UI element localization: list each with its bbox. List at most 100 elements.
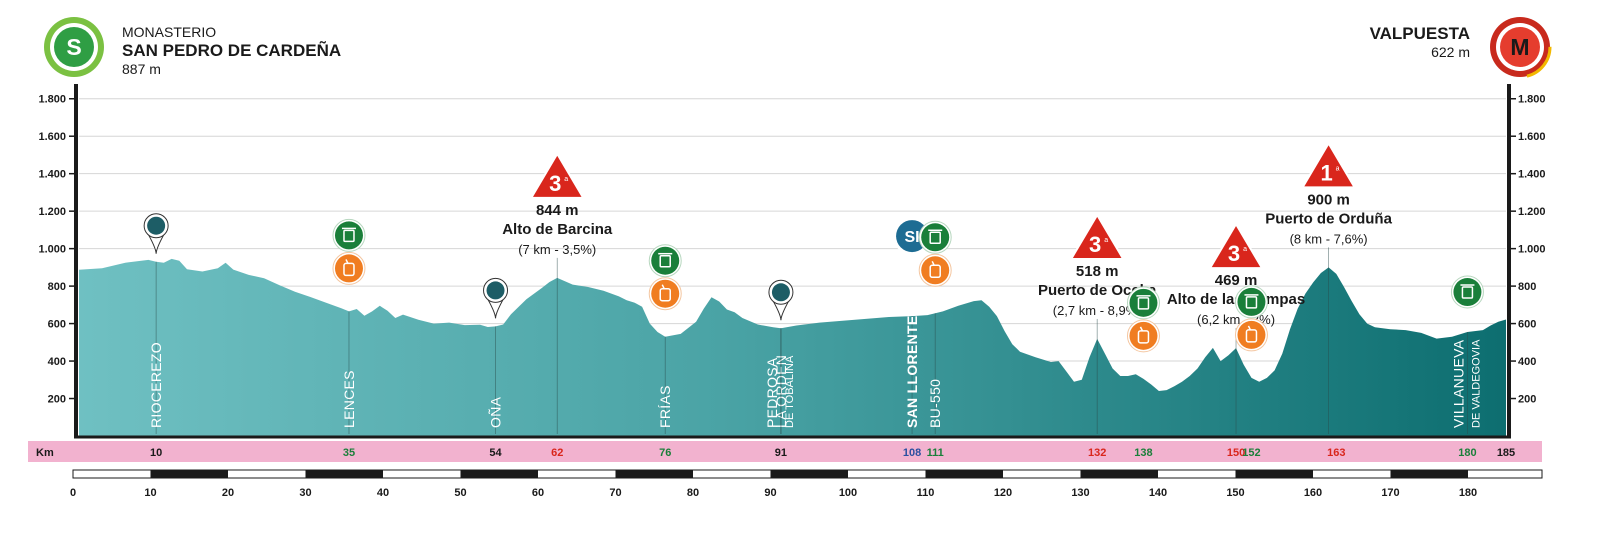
climb-category-icon: [1301, 142, 1356, 189]
start-badge-icon: [54, 27, 94, 67]
km-axis-segment: [1080, 470, 1158, 478]
feed-bag-handle-icon: [931, 260, 935, 266]
y-tick-label-right: 1.400: [1518, 169, 1546, 181]
feed-bag-handle-icon: [1247, 325, 1252, 331]
climb-category-number: 1: [1320, 160, 1332, 185]
feed-zone-icon: [334, 254, 363, 283]
town-label-group: LENCES: [341, 370, 357, 428]
km-marker-label: 111: [927, 447, 944, 459]
x-tick-label: 170: [1381, 487, 1399, 499]
x-tick-label: 110: [917, 487, 935, 499]
km-band-label: Km: [36, 447, 54, 459]
feed-bag-icon: [1137, 330, 1150, 344]
start-elevation: 887 m: [122, 61, 161, 77]
waste-bin-icon: [334, 221, 363, 250]
town-name: RIOCEREZO: [148, 342, 164, 428]
waste-bin-body-icon: [1461, 286, 1474, 299]
town-label-group: PEDROSA DE TOBALINA: [764, 355, 796, 428]
climb-category-suffix: a: [1104, 237, 1108, 244]
climb-detail: (8 km - 7,6%): [1290, 231, 1368, 246]
climb-elevation: 469 m: [1215, 272, 1258, 289]
x-tick-label: 10: [144, 487, 156, 499]
town-name-sub: DE TOBALINA: [784, 355, 796, 428]
x-tick-label: 60: [532, 487, 544, 499]
y-tick-label-right: 200: [1518, 394, 1536, 406]
y-tick-label-left: 600: [48, 319, 66, 331]
km-axis-segment: [150, 470, 228, 478]
y-tick-label-right: 1.000: [1518, 244, 1546, 256]
km-marker-label: 108: [903, 447, 921, 459]
x-tick-label: 130: [1071, 487, 1089, 499]
climb-detail: (7 km - 3,5%): [518, 242, 596, 257]
finish-badge-accent-icon: [1488, 15, 1552, 79]
y-tick-label-left: 1.400: [38, 169, 66, 181]
y-tick-label-right: 1.200: [1518, 206, 1546, 218]
town-name: FRÍAS: [657, 385, 673, 428]
x-tick-label: 90: [764, 487, 776, 499]
start-info: MONASTERIO SAN PEDRO DE CARDEÑA 887 m: [122, 24, 341, 78]
waste-bin-icon: [651, 246, 680, 275]
x-tick-label: 40: [377, 487, 389, 499]
x-tick-label: 70: [609, 487, 621, 499]
y-tick-label-right: 600: [1518, 319, 1536, 331]
x-tick-label: 100: [839, 487, 857, 499]
km-axis-segment: [1235, 470, 1313, 478]
pin-icon: [486, 281, 505, 300]
climb-category-suffix: a: [564, 176, 568, 183]
climb-category-suffix: a: [1336, 165, 1340, 172]
climb-category-number: 3: [1228, 241, 1240, 266]
km-marker-label: 152: [1242, 447, 1260, 459]
feed-bag-icon: [659, 287, 671, 302]
km-marker-label: 91: [775, 447, 787, 459]
feed-zone-icon: [651, 279, 680, 308]
town-name: VILLANUEVA: [1450, 339, 1466, 428]
waste-bin-body-icon: [343, 229, 355, 243]
km-marker-label: 163: [1327, 447, 1345, 459]
climb-name: Puerto de Orduña: [1265, 210, 1392, 227]
y-tick-label-right: 1.600: [1518, 131, 1546, 143]
y-tick-label-right: 800: [1518, 281, 1536, 293]
waste-bin-icon: [921, 223, 950, 252]
start-badge-letter: S: [66, 34, 81, 60]
finish-badge-letter: M: [1510, 34, 1529, 60]
town-label-group: SAN LLORENTE: [904, 316, 920, 429]
km-band: [28, 441, 1542, 462]
waste-bin-icon: [1453, 278, 1482, 307]
climb-category-suffix: a: [1243, 246, 1247, 253]
climb-elevation: 844 m: [536, 202, 579, 219]
km-marker-label: 180: [1458, 447, 1476, 459]
town-label-group: FRÍAS: [657, 385, 673, 428]
x-tick-label: 160: [1304, 487, 1322, 499]
x-tick-label: 180: [1459, 487, 1477, 499]
km-marker-label: 76: [659, 447, 671, 459]
feed-bag-handle-icon: [661, 284, 665, 290]
waste-bin-body-icon: [1137, 297, 1150, 310]
town-name: SAN LLORENTE: [904, 316, 920, 429]
waste-bin-body-icon: [1245, 296, 1258, 309]
feed-zone-icon: [1237, 320, 1266, 349]
y-tick-label-left: 1.000: [38, 244, 66, 256]
waste-bin-icon: [1237, 287, 1266, 316]
town-name: BU-550: [927, 379, 943, 428]
town-label-group: BU-550: [927, 379, 943, 428]
km-axis-segment: [925, 470, 1003, 478]
km-marker-label: 138: [1134, 447, 1152, 459]
town-label-group: VILLANUEVA DE VALDEGOVIA: [1450, 339, 1482, 428]
y-tick-label-right: 400: [1518, 356, 1536, 368]
elevation-profile-area: [79, 258, 1506, 436]
km-axis-segment: [460, 470, 538, 478]
y-tick-label-left: 1.800: [38, 94, 66, 106]
town-label-group: OÑA: [488, 396, 504, 428]
feed-bag-icon: [1245, 329, 1258, 343]
climb-elevation: 518 m: [1076, 263, 1119, 280]
feed-bag-handle-icon: [345, 259, 349, 264]
start-line1: MONASTERIO: [122, 24, 217, 40]
feed-zone-icon: [921, 256, 950, 285]
km-marker-label: 54: [489, 447, 502, 459]
y-tick-label-right: 1.800: [1518, 94, 1546, 106]
km-axis-segment: [1390, 470, 1468, 478]
x-tick-label: 120: [994, 487, 1012, 499]
finish-line1: VALPUESTA: [1369, 24, 1470, 43]
